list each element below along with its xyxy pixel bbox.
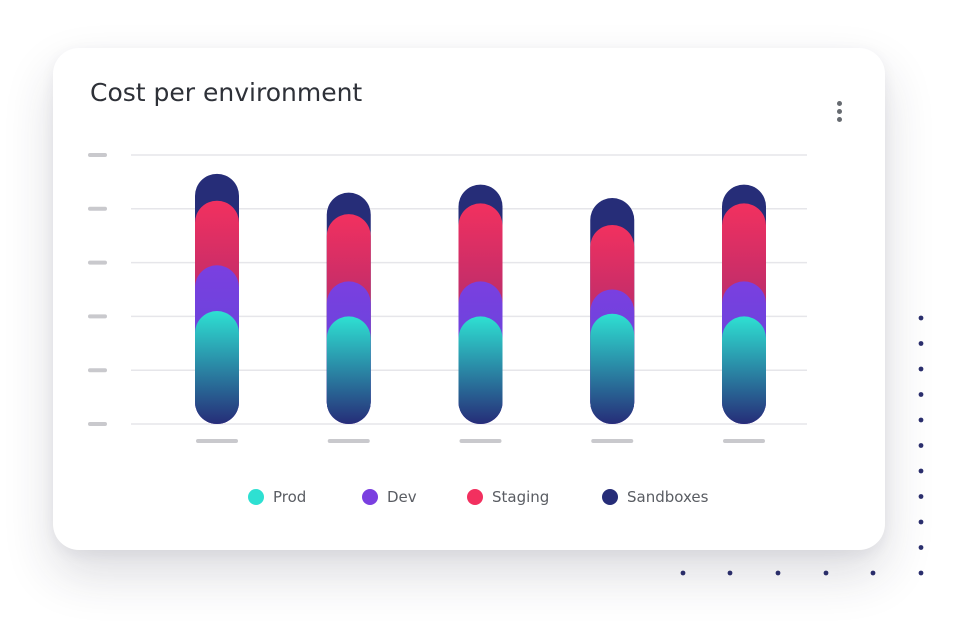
chart-legend: Prod Dev Staging Sandboxes <box>53 488 885 512</box>
bar-segment-prod <box>195 311 239 424</box>
bar-segment-prod <box>722 316 766 424</box>
bar-stack <box>722 184 766 424</box>
decorative-dot <box>775 570 781 576</box>
legend-label: Prod <box>273 488 307 506</box>
card-title: Cost per environment <box>90 78 363 107</box>
legend-label: Staging <box>492 488 550 506</box>
decorative-dot <box>918 315 924 321</box>
legend-swatch <box>362 489 378 505</box>
legend-label: Sandboxes <box>627 488 709 506</box>
bar-stack <box>326 192 371 424</box>
decorative-dot <box>918 494 924 499</box>
decorative-dot <box>918 519 924 525</box>
bar-stack <box>195 173 239 424</box>
decorative-dot <box>918 545 924 550</box>
decorative-dot <box>918 417 924 423</box>
decorative-dot <box>918 443 924 448</box>
more-vertical-icon[interactable] <box>829 98 849 128</box>
decorative-dot <box>727 570 733 576</box>
cost-chart-card: Cost per environment Prod Dev Staging Sandb… <box>53 48 885 550</box>
stacked-bar-chart <box>88 153 807 443</box>
bar-segment-prod <box>590 313 635 424</box>
legend-item-staging: Staging <box>467 488 549 506</box>
legend-swatch <box>248 489 264 505</box>
legend-item-prod: Prod <box>248 488 306 506</box>
decorative-dot <box>918 392 924 397</box>
bar-segment-prod <box>458 316 503 424</box>
legend-item-sandboxes: Sandboxes <box>602 488 708 506</box>
decorative-dot <box>823 570 829 576</box>
decorative-dot <box>870 570 876 576</box>
bar-stack <box>458 184 503 424</box>
legend-item-dev: Dev <box>362 488 417 506</box>
decorative-dot <box>918 468 924 474</box>
bar-stack <box>590 198 635 424</box>
decorative-dot <box>918 366 924 372</box>
legend-label: Dev <box>387 488 417 506</box>
legend-swatch <box>467 489 483 505</box>
decorative-dot <box>680 570 686 576</box>
bar-segment-prod <box>326 316 371 424</box>
legend-swatch <box>602 489 618 505</box>
decorative-dot <box>918 570 924 576</box>
decorative-dot <box>918 341 924 346</box>
